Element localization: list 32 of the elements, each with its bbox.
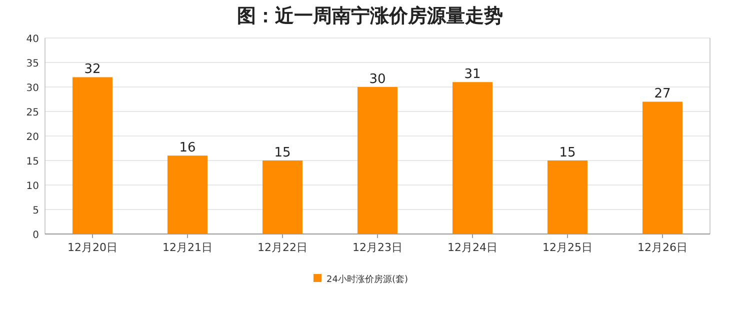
y-tick-label: 5	[32, 206, 39, 216]
data-label: 15	[559, 146, 576, 160]
y-tick-label: 10	[26, 181, 39, 192]
x-tick-label: 12月26日	[638, 241, 688, 254]
legend-label: 24小时涨价房源(套)	[326, 274, 408, 285]
x-tick-label: 12月20日	[68, 241, 118, 254]
x-tick-label: 12月24日	[448, 241, 498, 254]
data-label: 31	[464, 67, 481, 82]
data-label: 16	[179, 140, 196, 156]
x-tick-label: 12月22日	[258, 241, 308, 254]
x-tick-label: 12月23日	[352, 241, 402, 254]
bar	[262, 160, 302, 234]
y-tick-label: 30	[26, 83, 39, 94]
y-tick-label: 25	[26, 108, 39, 118]
bar	[72, 77, 112, 234]
bar	[548, 160, 588, 234]
data-label: 15	[274, 146, 291, 160]
y-tick-label: 0	[32, 230, 39, 241]
y-tick-label: 15	[26, 156, 39, 168]
data-label: 32	[84, 62, 101, 78]
y-tick-label: 20	[26, 132, 39, 143]
bar	[358, 87, 398, 234]
bar	[642, 102, 682, 234]
y-tick-label: 35	[26, 58, 39, 70]
data-label: 27	[654, 86, 671, 102]
x-tick-label: 12月25日	[542, 241, 592, 254]
bar	[168, 156, 208, 234]
bar	[452, 82, 492, 234]
y-tick-label: 40	[26, 34, 39, 45]
x-tick-label: 12月21日	[162, 241, 212, 254]
chart-title: 图：近一周南宁涨价房源量走势	[237, 5, 503, 27]
data-label: 30	[369, 72, 386, 87]
